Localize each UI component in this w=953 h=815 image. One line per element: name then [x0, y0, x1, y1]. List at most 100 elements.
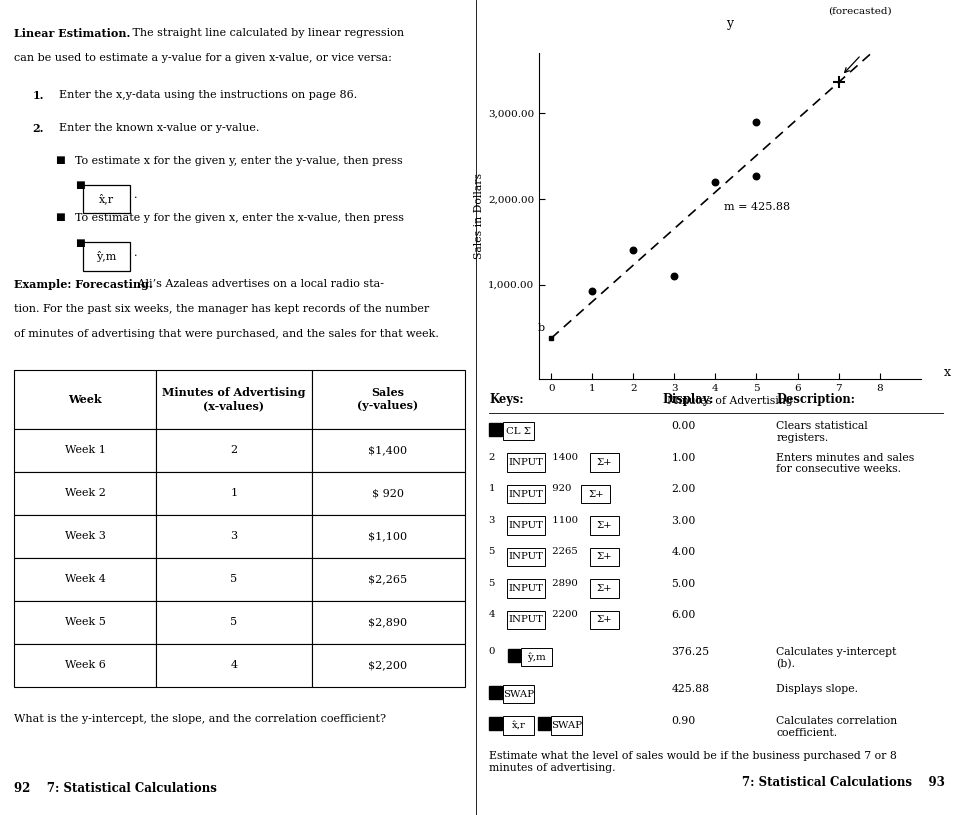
- Text: 376.25: 376.25: [671, 647, 709, 658]
- Bar: [312, 557, 464, 601]
- Text: of minutes of advertising that were purchased, and the sales for that week.: of minutes of advertising that were purc…: [14, 329, 438, 339]
- Text: 1: 1: [489, 484, 498, 493]
- FancyBboxPatch shape: [506, 485, 544, 504]
- Bar: [14, 472, 156, 515]
- Text: 1.00: 1.00: [671, 453, 695, 463]
- Text: 4.00: 4.00: [671, 548, 695, 557]
- Text: Example: Forecasting.: Example: Forecasting.: [14, 280, 152, 290]
- Text: Σ+: Σ+: [596, 584, 611, 593]
- Text: $ 920: $ 920: [372, 488, 404, 498]
- Bar: [14, 370, 156, 429]
- Bar: [489, 423, 501, 436]
- Point: [584, 285, 599, 298]
- Text: tion. For the past six weeks, the manager has kept records of the number: tion. For the past six weeks, the manage…: [14, 304, 429, 315]
- Point: [625, 244, 640, 257]
- Text: $1,400: $1,400: [368, 445, 407, 455]
- Text: 5: 5: [230, 617, 237, 628]
- Bar: [156, 515, 312, 557]
- Bar: [312, 429, 464, 472]
- FancyBboxPatch shape: [520, 648, 552, 667]
- Bar: [156, 557, 312, 601]
- Text: INPUT: INPUT: [508, 615, 542, 624]
- FancyBboxPatch shape: [506, 453, 544, 472]
- Bar: [489, 685, 501, 699]
- FancyBboxPatch shape: [502, 685, 534, 703]
- Text: Week 2: Week 2: [65, 488, 106, 498]
- Bar: [14, 601, 156, 644]
- Bar: [312, 472, 464, 515]
- Text: Sales
(y-values): Sales (y-values): [357, 387, 418, 412]
- Text: 2200: 2200: [548, 610, 580, 619]
- Text: 0: 0: [489, 647, 498, 656]
- Bar: [156, 429, 312, 472]
- Text: Description:: Description:: [776, 393, 854, 406]
- Text: Σ+: Σ+: [596, 553, 611, 562]
- Text: Σ+: Σ+: [587, 490, 603, 499]
- Text: 425.88: 425.88: [671, 685, 709, 694]
- Bar: [156, 370, 312, 429]
- Text: x̂,r: x̂,r: [511, 721, 525, 730]
- Bar: [489, 717, 501, 730]
- Text: 2.: 2.: [32, 123, 44, 134]
- Text: 920: 920: [548, 484, 574, 493]
- Text: 5: 5: [489, 579, 498, 588]
- Text: The straight line calculated by linear regression: The straight line calculated by linear r…: [129, 28, 404, 38]
- FancyBboxPatch shape: [580, 485, 610, 504]
- Text: Minutes of Advertising
(x-values): Minutes of Advertising (x-values): [162, 387, 305, 412]
- Text: ŷ,m: ŷ,m: [96, 251, 116, 262]
- FancyBboxPatch shape: [83, 184, 131, 213]
- Text: Σ+: Σ+: [596, 521, 611, 530]
- Text: 2265: 2265: [548, 548, 580, 557]
- Text: What is the y-intercept, the slope, and the correlation coefficient?: What is the y-intercept, the slope, and …: [14, 714, 386, 725]
- Bar: [537, 717, 550, 730]
- FancyBboxPatch shape: [506, 610, 544, 629]
- Text: 3: 3: [230, 531, 237, 541]
- Text: ■: ■: [75, 181, 85, 190]
- Text: ■: ■: [75, 239, 85, 248]
- FancyBboxPatch shape: [589, 548, 618, 566]
- Bar: [312, 644, 464, 687]
- Text: Linear Estimation.: Linear Estimation.: [14, 28, 131, 39]
- Text: SWAP: SWAP: [551, 721, 581, 730]
- Text: 6.00: 6.00: [671, 610, 695, 620]
- FancyBboxPatch shape: [506, 579, 544, 597]
- FancyBboxPatch shape: [589, 610, 618, 629]
- Text: Week 6: Week 6: [65, 660, 106, 670]
- Text: $1,100: $1,100: [368, 531, 407, 541]
- Text: m = 425.88: m = 425.88: [723, 202, 789, 213]
- Text: CL Σ: CL Σ: [505, 426, 531, 435]
- Text: Week 4: Week 4: [65, 575, 106, 584]
- Text: Enter the known x-value or y-value.: Enter the known x-value or y-value.: [59, 123, 259, 133]
- Text: Calculates correlation
coefficient.: Calculates correlation coefficient.: [776, 716, 896, 738]
- FancyBboxPatch shape: [589, 453, 618, 472]
- FancyBboxPatch shape: [502, 422, 534, 440]
- Text: 0.90: 0.90: [671, 716, 695, 726]
- Text: $2,200: $2,200: [368, 660, 407, 670]
- Bar: [156, 472, 312, 515]
- Text: .: .: [133, 190, 137, 200]
- Text: x̂,r: x̂,r: [99, 193, 114, 204]
- Point: [748, 116, 763, 129]
- Text: 2: 2: [230, 445, 237, 455]
- Bar: [156, 601, 312, 644]
- Text: 92    7: Statistical Calculations: 92 7: Statistical Calculations: [14, 782, 217, 795]
- Text: 1: 1: [230, 488, 237, 498]
- Text: 2890: 2890: [548, 579, 580, 588]
- Text: Enters minutes and sales
for consecutive weeks.: Enters minutes and sales for consecutive…: [776, 453, 913, 474]
- FancyBboxPatch shape: [551, 716, 581, 735]
- Point: [666, 270, 681, 283]
- FancyBboxPatch shape: [589, 516, 618, 535]
- Text: x: x: [943, 366, 949, 379]
- X-axis label: Minutes of Advertising: Minutes of Advertising: [666, 395, 792, 406]
- Text: 4: 4: [489, 610, 498, 619]
- Text: Σ+: Σ+: [596, 458, 611, 467]
- Bar: [156, 644, 312, 687]
- Bar: [14, 557, 156, 601]
- Text: To estimate y for the given x, enter the x-value, then press: To estimate y for the given x, enter the…: [75, 214, 404, 223]
- Text: Calculates y-intercept
(b).: Calculates y-intercept (b).: [776, 647, 896, 669]
- Text: ■: ■: [54, 156, 65, 165]
- Text: Enter the x,y-data using the instructions on page 86.: Enter the x,y-data using the instruction…: [59, 90, 357, 100]
- Bar: [14, 644, 156, 687]
- Text: Week 1: Week 1: [65, 445, 106, 455]
- FancyBboxPatch shape: [506, 516, 544, 535]
